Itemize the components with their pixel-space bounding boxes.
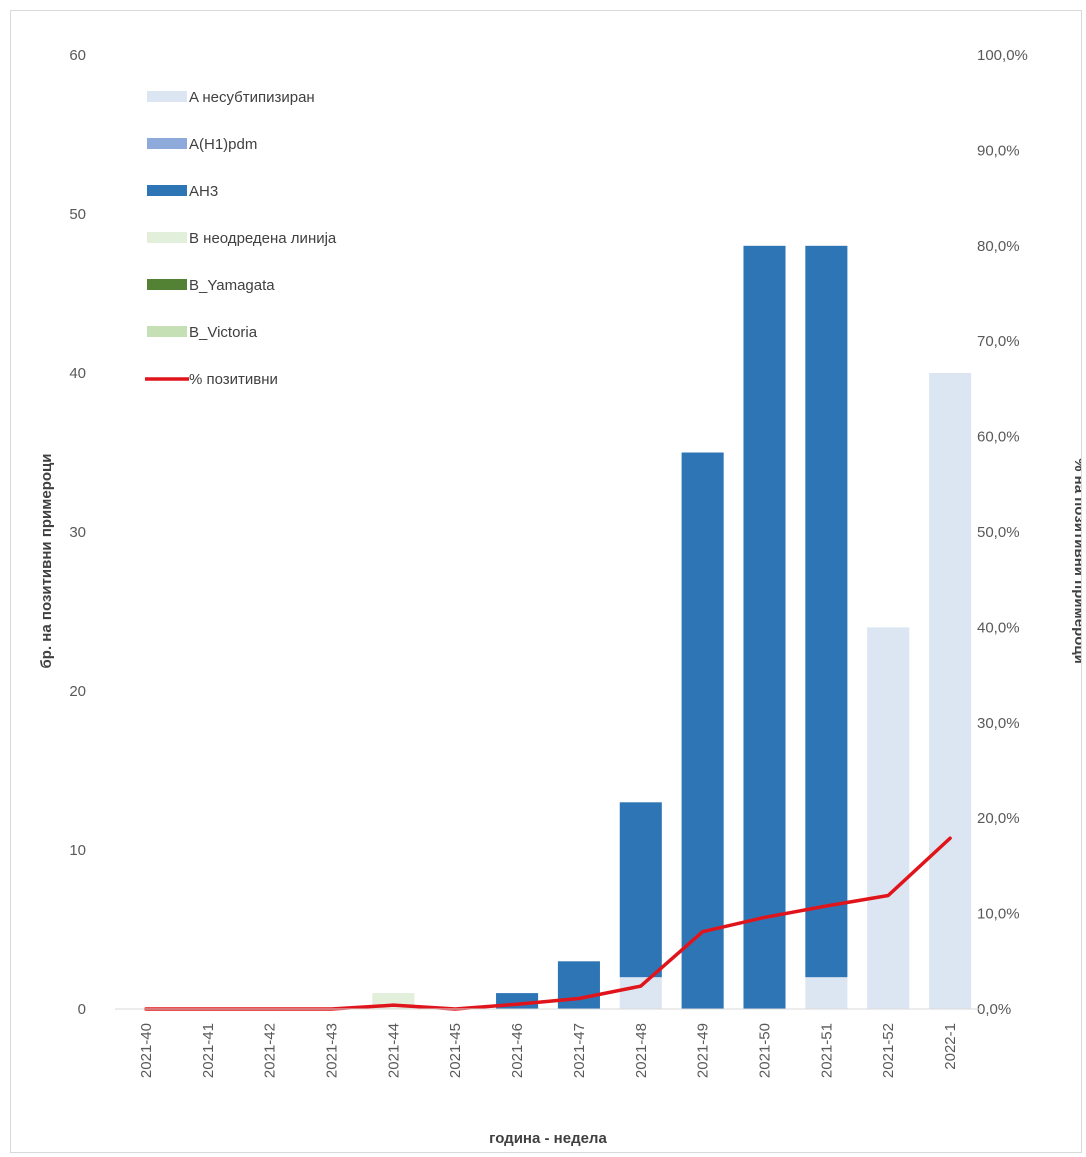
y-tick-label: 40 [69, 365, 86, 382]
legend-swatch [147, 232, 187, 243]
legend-label: % позитивни [189, 371, 278, 388]
y2-tick-label: 100,0% [977, 47, 1028, 64]
x-axis: 2021-40 2021-41 2021-42 2021-43 2021-44 2021-… [138, 1023, 959, 1078]
x-tick-label: 2021-45 [447, 1023, 464, 1078]
bar-1-2021-52 [867, 627, 910, 1009]
legend-swatch [147, 185, 187, 196]
bar-1-2021-48 [619, 977, 662, 1009]
y2-tick-label: 90,0% [977, 142, 1020, 159]
y-tick-label: 30 [69, 524, 86, 541]
y2-tick-label: 50,0% [977, 524, 1020, 541]
y2-tick-label: 40,0% [977, 619, 1020, 636]
bar-3-2021-49 [681, 452, 724, 1009]
x-axis-title: година - недела [489, 1130, 607, 1147]
legend-label: AH3 [189, 183, 218, 200]
y-tick-label: 50 [69, 206, 86, 223]
legend-label: B неодредена линија [189, 230, 337, 247]
y-tick-label: 20 [69, 683, 86, 700]
bar-3-2021-51 [805, 245, 848, 978]
bar-3-2021-47 [557, 961, 600, 1009]
y2-tick-label: 20,0% [977, 810, 1020, 827]
x-tick-label: 2021-46 [509, 1023, 526, 1078]
x-tick-label: 2021-49 [695, 1023, 712, 1078]
y-axis-title: бр. на позитивни примероци [38, 454, 55, 669]
legend: A несубтипизиран A(H1)pdm AH3 B неодредена … [145, 89, 337, 388]
bar-3-2021-48 [619, 802, 662, 978]
x-tick-label: 2021-48 [633, 1023, 650, 1078]
x-tick-label: 2021-52 [880, 1023, 897, 1078]
x-tick-label: 2022-1 [942, 1023, 959, 1070]
x-tick-label: 2021-50 [757, 1023, 774, 1078]
chart-svg: 0 10 20 30 40 50 60 0,0% 10,0% 20,0% 30,0% 40,0% 50… [38, 47, 1081, 1147]
bar-1-2022-1 [929, 373, 972, 1009]
legend-label: A несубтипизиран [189, 89, 315, 106]
y-tick-label: 10 [69, 842, 86, 859]
y-tick-label: 0 [78, 1001, 86, 1018]
x-tick-label: 2021-51 [818, 1023, 835, 1078]
y2-tick-label: 30,0% [977, 715, 1020, 732]
y-axis-right: 0,0% 10,0% 20,0% 30,0% 40,0% 50,0% 60,0% 70,0% 8… [977, 47, 1028, 1018]
y2-axis-title: % на позитивни примероци [1071, 458, 1081, 664]
legend-swatch [147, 326, 187, 337]
x-tick-label: 2021-43 [324, 1023, 341, 1078]
y2-tick-label: 60,0% [977, 429, 1020, 446]
y2-tick-label: 80,0% [977, 238, 1020, 255]
legend-swatch [147, 138, 187, 149]
y2-tick-label: 10,0% [977, 906, 1020, 923]
bar-layer [372, 245, 972, 1010]
x-tick-label: 2021-47 [571, 1023, 588, 1078]
legend-swatch [147, 91, 187, 102]
x-tick-label: 2021-40 [138, 1023, 155, 1078]
x-tick-label: 2021-42 [262, 1023, 279, 1078]
legend-label: B_Yamagata [189, 277, 275, 294]
y2-tick-label: 0,0% [977, 1001, 1011, 1018]
y-axis-left: 0 10 20 30 40 50 60 [69, 47, 86, 1018]
bar-1-2021-51 [805, 977, 848, 1009]
bar-3-2021-50 [743, 245, 786, 1010]
chart-frame: 0 10 20 30 40 50 60 0,0% 10,0% 20,0% 30,0% 40,0% 50… [10, 10, 1082, 1153]
x-tick-label: 2021-41 [200, 1023, 217, 1078]
legend-label: B_Victoria [189, 324, 258, 341]
legend-swatch [147, 279, 187, 290]
legend-label: A(H1)pdm [189, 136, 257, 153]
x-tick-label: 2021-44 [385, 1023, 402, 1078]
y2-tick-label: 70,0% [977, 333, 1020, 350]
y-tick-label: 60 [69, 47, 86, 64]
